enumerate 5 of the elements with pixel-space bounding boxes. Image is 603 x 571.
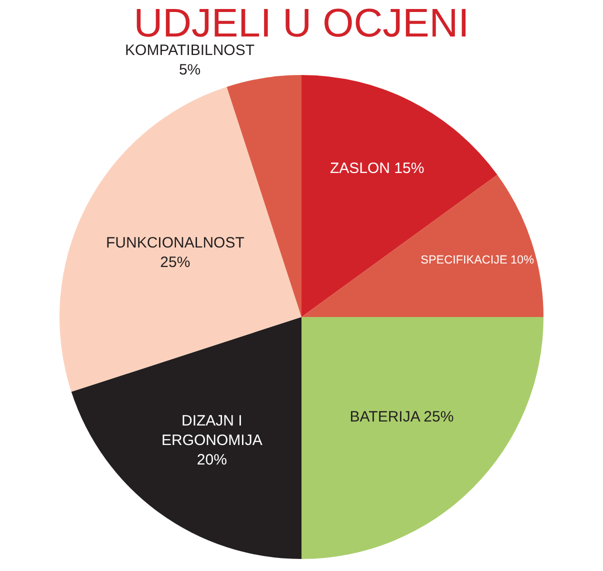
slice-label: FUNKCIONALNOST 25% <box>106 234 244 271</box>
slice-label: SPECIFIKACIJE 10% <box>420 253 534 266</box>
slice-label: BATERIJA 25% <box>350 408 454 426</box>
slice-label: ZASLON 15% <box>330 160 424 178</box>
slice-label: DIZAJN I ERGONOMIJA 20% <box>161 412 262 468</box>
